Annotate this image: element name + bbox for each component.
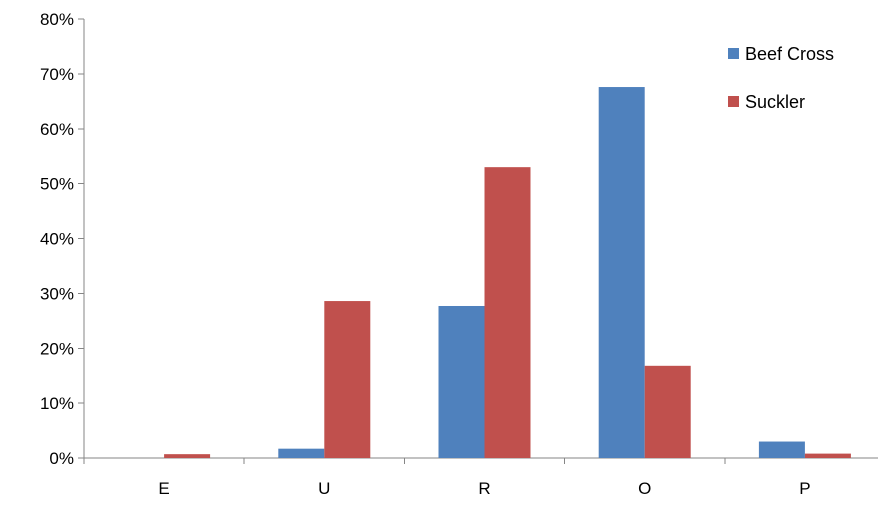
x-tick-label: O (638, 479, 651, 498)
y-tick-label: 50% (40, 175, 74, 194)
x-tick-label: R (478, 479, 490, 498)
bars (164, 87, 851, 459)
bar-suckler-u (324, 301, 371, 458)
y-tick-label: 40% (40, 230, 74, 249)
x-tick-label: P (799, 479, 810, 498)
y-tick-label: 80% (40, 10, 74, 29)
bar-suckler-e (164, 454, 211, 458)
y-tick-label: 30% (40, 284, 74, 303)
y-tick-label: 20% (40, 339, 74, 358)
bar-beef-cross-p (758, 441, 805, 458)
y-axis: 0% 10% 20% 30% 40% 50% 60% 70% 80% (40, 10, 85, 468)
x-tick-label: U (318, 479, 330, 498)
legend-swatch-suckler (728, 96, 739, 107)
bar-beef-cross-o (598, 87, 645, 459)
y-tick-label: 0% (49, 449, 74, 468)
legend-label-beef-cross: Beef Cross (745, 44, 834, 64)
bar-suckler-r (484, 167, 531, 458)
legend-label-suckler: Suckler (745, 92, 805, 112)
y-tick-label: 10% (40, 394, 74, 413)
y-tick-label: 70% (40, 65, 74, 84)
legend-swatch-beef-cross (728, 48, 739, 59)
legend: Beef Cross Suckler (728, 44, 834, 112)
bar-beef-cross-u (278, 448, 325, 458)
y-tick-label: 60% (40, 120, 74, 139)
bar-suckler-p (804, 453, 851, 458)
bar-beef-cross-r (438, 305, 485, 458)
x-tick-label: E (158, 479, 169, 498)
bar-suckler-o (644, 365, 691, 458)
